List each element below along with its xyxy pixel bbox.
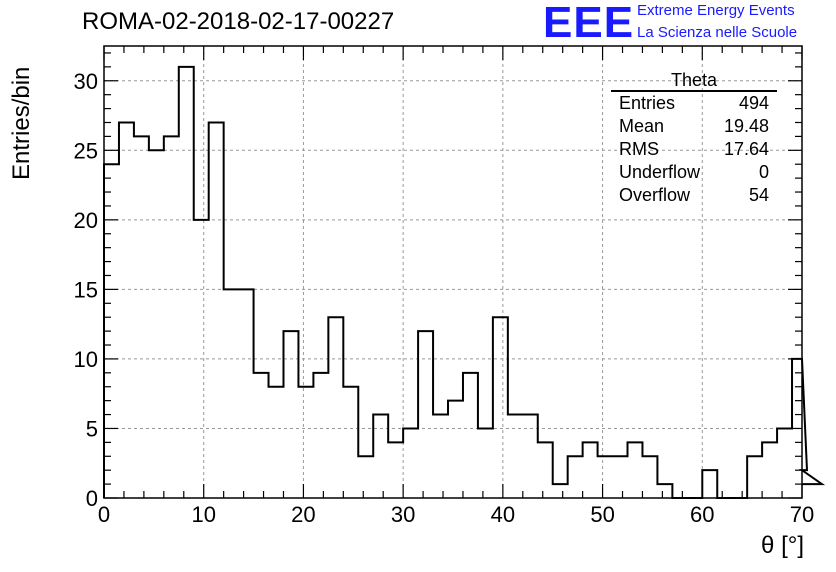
histogram-bin — [613, 456, 628, 498]
histogram-bin — [702, 470, 717, 498]
stats-value: 0 — [758, 162, 769, 182]
stats-value: 494 — [738, 93, 769, 113]
x-tick-label: 10 — [191, 502, 215, 527]
histogram-bin — [373, 415, 388, 498]
stats-title: Theta — [611, 70, 777, 92]
stats-value: 17.64 — [723, 139, 769, 159]
histogram-outline — [103, 65, 826, 499]
stats-row-underflow: Underflow 0 — [611, 161, 777, 184]
stats-row-rms: RMS 17.64 — [611, 138, 777, 161]
logo-line-1: Extreme Energy Events — [637, 2, 795, 19]
histogram-bin — [538, 442, 553, 498]
histogram-bin — [583, 442, 598, 498]
x-tick-label: 60 — [690, 502, 714, 527]
plot-frame — [103, 45, 803, 499]
stats-row-entries: Entries 494 — [611, 92, 777, 115]
stats-value: 54 — [748, 185, 769, 205]
histogram-bin — [298, 387, 313, 498]
x-tick-label: 30 — [391, 502, 415, 527]
histogram-bin — [269, 387, 284, 498]
histogram-bin — [762, 442, 777, 498]
histogram-bin — [134, 136, 149, 498]
stats-label: Underflow — [619, 162, 701, 182]
y-tick-label: 10 — [74, 347, 98, 372]
y-tick-label: 5 — [86, 416, 98, 441]
x-tick-label: 50 — [590, 502, 614, 527]
histogram-bin — [403, 428, 418, 498]
eee-logo: EEE — [543, 0, 635, 47]
x-tick-label: 40 — [491, 502, 515, 527]
histogram-bin — [568, 456, 583, 498]
stats-value: 19.48 — [723, 116, 769, 136]
histogram-bin — [164, 136, 179, 498]
stats-label: Mean — [619, 116, 665, 136]
histogram-bin — [119, 122, 134, 498]
x-tick-label: 70 — [790, 502, 814, 527]
histogram-bin — [463, 373, 478, 498]
histogram-bin — [179, 67, 194, 498]
histogram-bin — [224, 289, 239, 498]
stats-label: RMS — [619, 139, 659, 159]
x-tick-label: 20 — [291, 502, 315, 527]
y-tick-label: 25 — [74, 138, 98, 163]
stats-box: Theta Entries 494 Mean 19.48 RMS 17.64 U… — [611, 70, 777, 207]
histogram-bin — [747, 456, 762, 498]
histogram-bin — [313, 373, 328, 498]
histogram-bin — [358, 456, 373, 498]
histogram-bin — [777, 428, 792, 498]
histogram-bin — [209, 122, 224, 498]
histogram-bin — [598, 456, 613, 498]
stats-row-mean: Mean 19.48 — [611, 115, 777, 138]
histogram-bin — [657, 484, 672, 498]
histogram-bin — [508, 415, 523, 498]
y-tick-label: 0 — [86, 486, 98, 511]
y-tick-label: 20 — [74, 208, 98, 233]
stats-label: Entries — [619, 93, 676, 113]
y-tick-label: 30 — [74, 69, 98, 94]
histogram-bin — [418, 331, 433, 498]
stats-label: Overflow — [619, 185, 691, 205]
histogram-bin — [493, 317, 508, 498]
histogram-bin — [642, 456, 657, 498]
histogram-bin — [283, 331, 298, 498]
histogram-bin — [388, 442, 403, 498]
x-tick-label: 0 — [98, 502, 110, 527]
histogram-bin — [328, 317, 343, 498]
stats-row-overflow: Overflow 54 — [611, 184, 777, 207]
x-axis-label: θ [°] — [761, 532, 804, 559]
histogram-bin — [149, 150, 164, 498]
y-tick-label: 15 — [74, 277, 98, 302]
y-axis-label: Entries/bin — [8, 66, 35, 180]
histogram-bin — [254, 373, 269, 498]
histogram-bin — [343, 387, 358, 498]
histogram-bin — [433, 415, 448, 498]
histogram-bin — [448, 401, 463, 498]
histogram-bin — [478, 428, 493, 498]
histogram-bin — [523, 415, 538, 498]
run-title: ROMA-02-2018-02-17-00227 — [82, 8, 395, 35]
histogram-bin — [239, 289, 254, 498]
histogram-bin — [553, 484, 568, 498]
logo-line-2: La Scienza nelle Scuole — [637, 24, 798, 41]
histogram-bin — [628, 442, 643, 498]
